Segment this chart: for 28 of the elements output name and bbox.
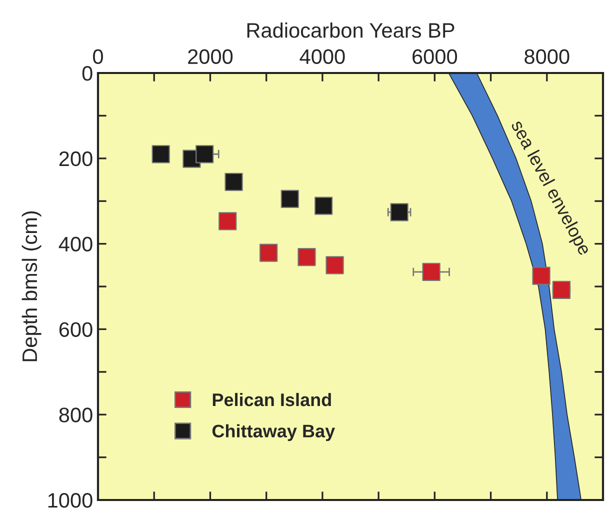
point — [260, 244, 278, 262]
point — [314, 196, 333, 215]
point — [218, 212, 237, 230]
point — [326, 256, 344, 274]
legend-label: Chittaway Bay — [212, 424, 336, 442]
y-tick-label: 200 — [59, 151, 92, 166]
point — [422, 262, 440, 282]
y-tick-label: 1000 — [48, 493, 92, 508]
point — [390, 203, 408, 222]
y-tick-label: 400 — [58, 236, 92, 252]
y-tick-label: 600 — [59, 322, 92, 337]
x-tick-label: 4000 — [300, 49, 345, 64]
x-tick-label: 6000 — [412, 49, 458, 64]
x-tick-label: 8000 — [524, 49, 570, 64]
x-axis-title: Radiocarbon Years BP — [247, 22, 454, 38]
point — [280, 190, 299, 208]
y-tick-label: 800 — [59, 408, 92, 422]
point — [224, 172, 243, 191]
point — [196, 145, 214, 164]
legend-label: Pelican Island — [212, 392, 331, 406]
y-axis-title: Depth bmsl (cm) — [22, 211, 42, 362]
point — [152, 145, 170, 164]
point — [298, 248, 316, 266]
x-tick-label: 2000 — [188, 49, 233, 64]
point — [532, 266, 550, 285]
y-tick-label: 0 — [82, 66, 92, 81]
point — [552, 280, 571, 299]
x-tick-label: 0 — [93, 49, 103, 64]
